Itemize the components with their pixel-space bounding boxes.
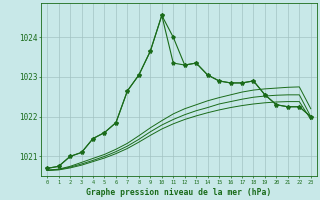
X-axis label: Graphe pression niveau de la mer (hPa): Graphe pression niveau de la mer (hPa) [86, 188, 272, 197]
